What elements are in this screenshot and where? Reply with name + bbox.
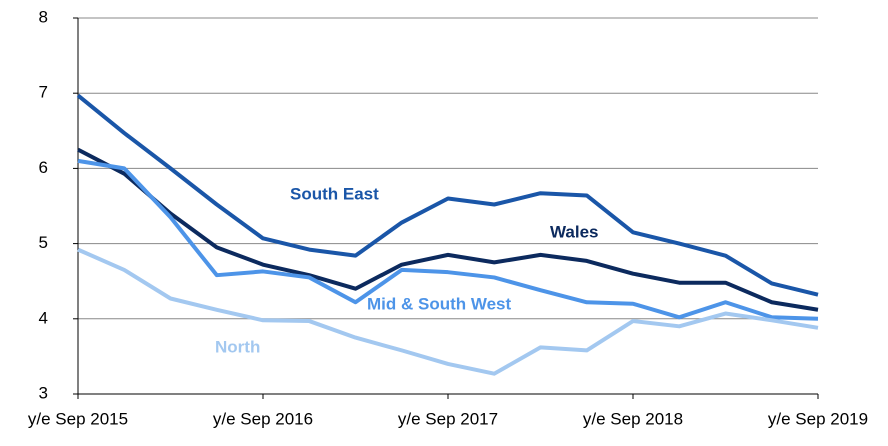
series-label: South East	[290, 184, 379, 203]
y-tick-label: 7	[39, 83, 48, 102]
x-tick-label: y/e Sep 2015	[28, 409, 128, 428]
series-label: North	[215, 337, 260, 356]
x-tick-label: y/e Sep 2016	[213, 409, 313, 428]
series-label: Mid & South West	[367, 294, 512, 313]
y-tick-label: 6	[39, 158, 48, 177]
series-label: Wales	[550, 222, 599, 241]
series-line	[76, 93, 819, 297]
y-tick-label: 8	[39, 7, 48, 26]
x-tick-label: y/e Sep 2018	[583, 409, 683, 428]
x-tick-label: y/e Sep 2017	[398, 409, 498, 428]
series-line	[77, 247, 819, 376]
x-tick-label: y/e Sep 2019	[768, 409, 868, 428]
y-tick-label: 4	[39, 308, 48, 327]
series-line	[77, 147, 819, 312]
series-line	[77, 158, 819, 321]
y-tick-label: 5	[39, 233, 48, 252]
y-tick-label: 3	[39, 383, 48, 402]
